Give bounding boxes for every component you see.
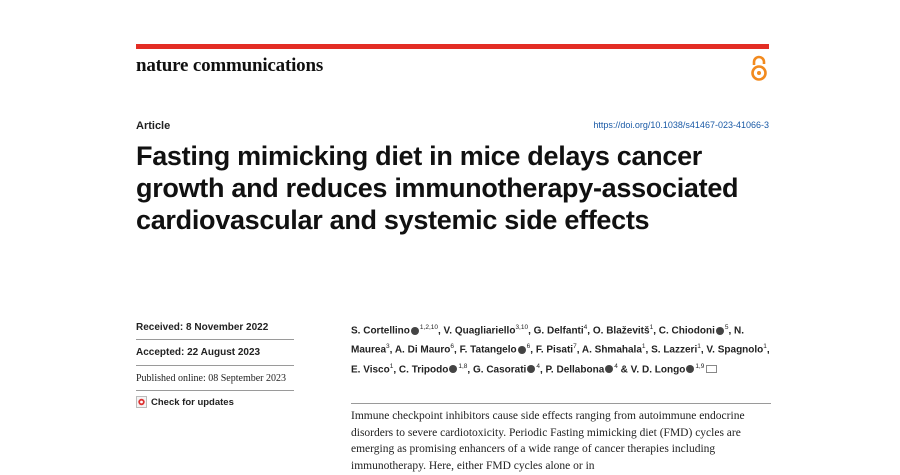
affiliation-superscript: 1,8 [458, 362, 468, 370]
orcid-icon[interactable] [715, 326, 724, 335]
journal-name[interactable]: nature communications [136, 55, 324, 76]
affiliation-superscript: 4 [536, 362, 540, 370]
email-icon[interactable] [706, 365, 718, 374]
check-updates-label: Check for updates [151, 396, 234, 408]
affiliation-superscript: 7 [573, 343, 577, 351]
affiliation-superscript: 1 [697, 343, 701, 351]
abstract-text: Immune checkpoint inhibitors cause side … [351, 410, 745, 472]
article-type-label: Article [136, 120, 171, 132]
orcid-icon[interactable] [517, 346, 526, 355]
orcid-icon[interactable] [605, 365, 614, 374]
affiliation-superscript: 4 [614, 362, 618, 370]
author-name[interactable]: C. Tripodo [398, 363, 449, 375]
affiliation-superscript: 1 [641, 343, 646, 351]
author-name[interactable]: P. Dellabona [545, 363, 605, 375]
author-name[interactable]: S. Cortellino [351, 325, 410, 337]
author-name[interactable]: G. Casorati [472, 363, 527, 375]
orcid-icon[interactable] [527, 365, 536, 374]
affiliation-superscript: 1 [763, 343, 767, 351]
header-accent-bar [136, 44, 769, 49]
affiliation-superscript: 6 [526, 343, 531, 351]
divider [136, 339, 294, 340]
open-access-icon [751, 55, 767, 81]
author-name[interactable]: V. D. Longo [630, 363, 686, 375]
author-list: S. Cortellino 1,2,10, V. Quagliariello3,1… [351, 324, 770, 375]
affiliation-superscript: 1,2,10 [419, 324, 438, 331]
accepted-date: Accepted: 22 August 2023 [136, 347, 261, 358]
author-name[interactable]: N. Maurea [351, 325, 745, 356]
article-title: Fasting mimicking diet in mice delays ca… [136, 141, 739, 235]
check-updates-icon [136, 396, 147, 408]
author-name[interactable]: A. Di Mauro [394, 344, 451, 356]
affiliation-superscript: 1 [389, 362, 394, 370]
divider [136, 365, 294, 366]
affiliation-superscript: 5 [724, 324, 729, 331]
author-name[interactable]: S. Lazzeri [651, 344, 698, 356]
author-name[interactable]: F. Pisati [535, 344, 574, 356]
author-name[interactable]: C. Chiodoni [658, 325, 715, 337]
orcid-icon[interactable] [410, 326, 419, 335]
divider [351, 403, 771, 404]
affiliation-superscript: 3 [386, 343, 390, 351]
divider [136, 390, 294, 391]
author-name[interactable]: A. Shmahala [581, 344, 642, 356]
affiliation-superscript: 3,10 [515, 324, 529, 331]
affiliation-superscript: 6 [450, 343, 455, 351]
check-for-updates-button[interactable]: Check for updates [136, 396, 234, 408]
author-name[interactable]: G. Delfanti [533, 325, 584, 337]
orcid-icon[interactable] [686, 365, 695, 374]
doi-link[interactable]: https://doi.org/10.1038/s41467-023-41066… [593, 120, 769, 130]
author-name[interactable]: V. Quagliariello [443, 325, 516, 337]
affiliation-superscript: 4 [583, 324, 588, 331]
affiliation-superscript: 1,9 [695, 362, 705, 370]
author-name[interactable]: E. Visco [351, 363, 390, 375]
orcid-icon[interactable] [449, 365, 458, 374]
author-name[interactable]: V. Spagnolo [706, 344, 764, 356]
author-name[interactable]: F. Tatangelo [459, 344, 517, 356]
published-date: Published online: 08 September 2023 [136, 373, 286, 384]
affiliation-superscript: 1 [649, 324, 654, 331]
received-date: Received: 8 November 2022 [136, 322, 269, 333]
author-name[interactable]: O. Blaževitš [592, 325, 650, 337]
